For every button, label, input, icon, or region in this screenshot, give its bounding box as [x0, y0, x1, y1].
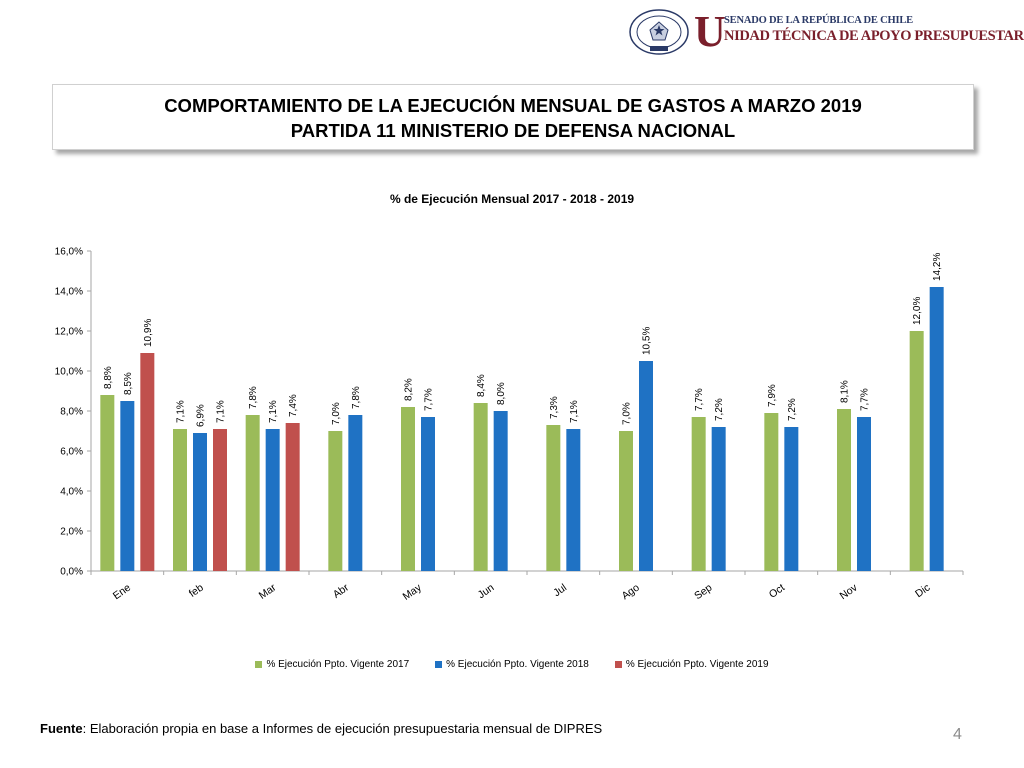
data-label: 8,0%	[496, 382, 507, 405]
bar-chart: 0,0% 2,0% 4,0% 6,0% 8,0% 10,0% 12,0% 14,0% 16,0%…	[55, 247, 964, 603]
chart-legend: % Ejecución Ppto. Vigente 2017 % Ejecuci…	[0, 659, 1024, 670]
source-label: Fuente	[40, 721, 83, 736]
data-label: 7,9%	[767, 384, 778, 407]
bar-jun-series-0	[473, 403, 488, 571]
bar-oct-series-0	[764, 413, 779, 571]
legend-item-2017: % Ejecución Ppto. Vigente 2017	[255, 659, 409, 670]
data-label: 7,3%	[549, 396, 560, 419]
data-label: 7,8%	[248, 386, 259, 409]
org-top-line: SENADO DE LA REPÚBLICA DE CHILE	[724, 15, 913, 26]
data-label: 7,1%	[268, 400, 279, 423]
data-label: 8,2%	[404, 378, 415, 401]
data-label: 7,0%	[622, 402, 633, 425]
x-tick-label: Abr	[331, 581, 352, 600]
data-label: 10,5%	[642, 327, 653, 355]
x-tick-label: Nov	[838, 581, 861, 602]
data-label: 8,8%	[103, 366, 114, 389]
legend-swatch-2019	[614, 661, 622, 668]
bar-feb-series-2	[213, 429, 227, 571]
y-tick-label: 8,0%	[60, 407, 83, 418]
y-tick-label: 0,0%	[60, 567, 83, 578]
source-footer: Fuente: Elaboración propia en base a Inf…	[40, 721, 602, 736]
bar-jul-series-0	[546, 425, 561, 571]
bar-ene-series-2	[140, 353, 155, 571]
bar-ene-series-1	[120, 401, 135, 571]
y-tick-label: 10,0%	[55, 367, 83, 378]
data-label: 7,2%	[787, 398, 798, 421]
page-number: 4	[953, 726, 962, 743]
bar-abr-series-0	[328, 431, 343, 571]
bar-mar-series-1	[265, 429, 280, 571]
x-tick-label: May	[401, 581, 425, 603]
data-label: 8,1%	[840, 380, 851, 403]
data-label: 7,1%	[216, 400, 227, 423]
y-tick-label: 14,0%	[55, 287, 83, 298]
y-tick-label: 16,0%	[55, 247, 83, 258]
y-tick-label: 6,0%	[60, 447, 83, 458]
bar-feb-series-0	[173, 429, 187, 571]
senate-seal-icon	[629, 9, 689, 55]
legend-item-2018: % Ejecución Ppto. Vigente 2018	[435, 659, 589, 670]
bar-jul-series-1	[566, 429, 581, 571]
x-tick-label: Dic	[913, 582, 932, 601]
data-label: 7,1%	[176, 400, 187, 423]
data-label: 8,4%	[476, 374, 487, 397]
bar-ago-series-1	[639, 361, 653, 571]
x-tick-label: Mar	[257, 581, 279, 601]
bar-sep-series-0	[691, 417, 706, 571]
bar-abr-series-1	[348, 415, 363, 571]
legend-swatch-2017	[255, 661, 263, 668]
data-label: 7,0%	[331, 402, 342, 425]
source-text: : Elaboración propia en base a Informes …	[82, 721, 603, 736]
legend-label-2017: % Ejecución Ppto. Vigente 2017	[266, 659, 410, 670]
bar-dic-series-1	[929, 287, 944, 571]
bar-mar-series-2	[285, 423, 300, 571]
data-label: 8,5%	[123, 372, 134, 395]
org-bottom-line: NIDAD TÉCNICA DE APOYO PRESUPUESTARIO	[724, 28, 1024, 44]
bar-may-series-1	[421, 417, 435, 571]
bar-nov-series-0	[837, 409, 851, 571]
x-tick-label: Ene	[111, 582, 133, 603]
data-label: 10,9%	[143, 319, 154, 347]
org-initial: U	[694, 7, 726, 56]
bar-may-series-0	[401, 407, 415, 571]
legend-label-2019: % Ejecución Ppto. Vigente 2019	[625, 659, 769, 670]
y-tick-label: 4,0%	[60, 487, 83, 498]
org-header: U SENADO DE LA REPÚBLICA DE CHILE NIDAD …	[628, 7, 1024, 56]
bar-nov-series-1	[857, 417, 871, 571]
data-label: 7,7%	[424, 388, 435, 411]
data-label: 7,4%	[288, 394, 299, 417]
data-label: 7,1%	[569, 400, 580, 423]
legend-label-2018: % Ejecución Ppto. Vigente 2018	[446, 659, 589, 670]
data-label: 14,2%	[932, 253, 943, 281]
x-tick-label: Oct	[767, 582, 787, 601]
y-tick-label: 12,0%	[55, 327, 83, 338]
y-tick-label: 2,0%	[60, 527, 83, 538]
bar-jun-series-1	[493, 411, 508, 571]
data-label: 7,7%	[694, 388, 705, 411]
slide-title-line-1: COMPORTAMIENTO DE LA EJECUCIÓN MENSUAL D…	[164, 95, 862, 116]
bar-sep-series-1	[711, 427, 726, 571]
data-label: 6,9%	[196, 404, 207, 427]
bar-mar-series-0	[245, 415, 260, 571]
chart-title: % de Ejecución Mensual 2017 - 2018 - 201…	[389, 192, 635, 206]
legend-swatch-2018	[435, 661, 443, 668]
slide-title-line-2: PARTIDA 11 MINISTERIO DE DEFENSA NACIONA…	[290, 120, 736, 141]
bar-ene-series-0	[100, 395, 115, 571]
x-tick-label: Ago	[620, 582, 642, 603]
data-label: 7,2%	[714, 398, 725, 421]
x-tick-label: Sep	[692, 582, 714, 603]
x-tick-label: feb	[187, 582, 206, 600]
bar-dic-series-0	[909, 331, 924, 571]
slide-title-box: COMPORTAMIENTO DE LA EJECUCIÓN MENSUAL D…	[52, 84, 974, 150]
x-tick-label: Jun	[476, 582, 497, 602]
data-label: 7,8%	[351, 386, 362, 409]
x-tick-label: Jul	[551, 582, 569, 600]
data-label: 12,0%	[912, 297, 923, 325]
data-label: 7,7%	[860, 388, 871, 411]
bar-feb-series-1	[193, 433, 207, 571]
legend-item-2019: % Ejecución Ppto. Vigente 2019	[614, 659, 769, 670]
bar-ago-series-0	[619, 431, 633, 571]
bar-oct-series-1	[784, 427, 799, 571]
